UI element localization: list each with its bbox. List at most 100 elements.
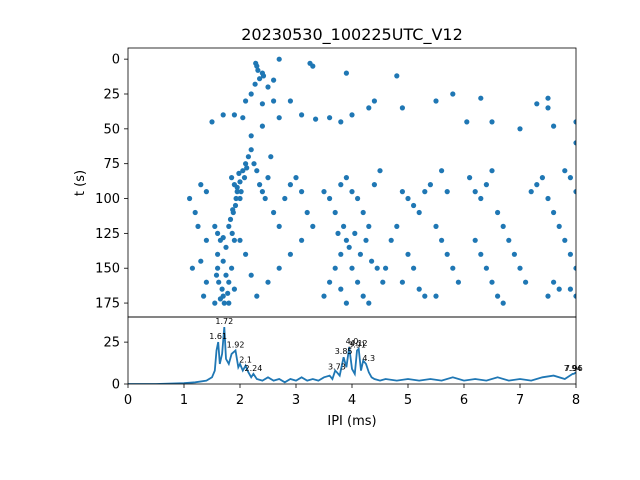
scatter-point — [226, 300, 232, 306]
scatter-point — [254, 293, 260, 299]
scatter-point — [335, 230, 341, 236]
scatter-point — [221, 300, 227, 306]
scatter-point — [241, 175, 248, 181]
scatter-point — [265, 84, 271, 90]
scatter-point — [231, 286, 237, 292]
scatter-point — [276, 115, 282, 121]
scatter-point — [422, 293, 428, 299]
ipi-histogram-panel: 1.72 1.611.92 2.12.24 3.73 3.854.03.914.12 4.… — [103, 316, 583, 408]
x-tick-label: 0 — [124, 393, 132, 408]
x-tick-label: 6 — [460, 393, 468, 408]
scatter-point — [573, 265, 576, 271]
scatter-point — [209, 119, 215, 125]
scatter-point — [192, 209, 198, 216]
peak-annotation: 3.85 — [335, 347, 353, 356]
scatter-point — [215, 230, 221, 236]
scatter-point — [271, 77, 277, 83]
scatter-point — [349, 265, 355, 271]
scatter-point — [343, 70, 349, 76]
scatter-point — [567, 175, 574, 181]
scatter-point — [478, 95, 484, 101]
scatter-point — [450, 265, 456, 271]
scatter-point — [332, 265, 338, 271]
scatter-point — [223, 272, 229, 278]
scatter-point — [399, 189, 405, 195]
scatter-point — [500, 223, 506, 229]
peak-annotation: 1.72 — [215, 317, 233, 326]
scatter-point — [255, 67, 261, 73]
scatter-point — [215, 251, 221, 257]
scatter-point — [343, 300, 349, 306]
scatter-point — [411, 265, 417, 271]
peak-annotation: 7.96 — [565, 364, 583, 373]
scatter-point — [237, 237, 243, 243]
scatter-point — [394, 223, 400, 229]
scatter-point — [332, 209, 338, 216]
scatter-point — [195, 223, 201, 229]
scatter-point — [551, 209, 557, 216]
scatter-point — [216, 279, 222, 285]
scatter-point — [259, 101, 265, 107]
scatter-point — [433, 98, 439, 104]
scatter-point — [346, 244, 352, 250]
scatter-point — [234, 189, 240, 195]
peak-annotation: 3.91 — [348, 341, 366, 350]
peak-annotation: 4.12 — [350, 339, 368, 348]
ipi-line — [128, 327, 576, 384]
scatter-point — [321, 189, 327, 195]
scatter-point — [219, 286, 225, 292]
scatter-point — [257, 182, 263, 188]
scatter-point — [371, 182, 377, 188]
scatter-point — [282, 195, 288, 202]
scatter-point — [287, 182, 293, 188]
scatter-point — [244, 165, 250, 171]
scatter-point — [464, 119, 470, 125]
scatter-point — [341, 223, 347, 229]
scatter-point — [212, 223, 218, 229]
scatter-point — [229, 230, 235, 236]
scatter-point — [517, 126, 523, 132]
y-tick-label: 75 — [103, 157, 120, 172]
scatter-point — [248, 133, 254, 139]
scatter-point — [220, 112, 226, 118]
scatter-point — [230, 207, 236, 213]
scatter-point — [217, 296, 223, 302]
scatter-point — [248, 147, 254, 153]
scatter-point — [189, 265, 195, 271]
scatter-point — [268, 154, 274, 160]
scatter-point — [251, 161, 257, 167]
scatter-point — [545, 195, 551, 202]
scatter-point — [380, 279, 386, 285]
scatter-point — [534, 101, 540, 107]
scatter-point — [551, 279, 557, 285]
scatter-point — [411, 202, 417, 209]
scatter-point — [271, 98, 277, 104]
scatter-point — [349, 189, 355, 195]
scatter-point — [310, 223, 316, 229]
scatter-point — [369, 258, 375, 264]
scatter-point — [388, 237, 394, 243]
scatter-point — [489, 168, 495, 174]
scatter-point — [240, 115, 246, 121]
scatter-point — [511, 251, 517, 257]
scatter-point — [366, 223, 372, 229]
scatter-point — [343, 175, 349, 181]
scatter-point — [363, 237, 369, 243]
scatter-point — [304, 209, 310, 216]
scatter-point — [236, 170, 242, 176]
scatter-point — [523, 279, 529, 285]
scatter-point — [276, 265, 282, 271]
scatter-point — [567, 251, 574, 257]
scatter-point — [327, 195, 333, 202]
y-tick-label: 0 — [112, 53, 120, 68]
scatter-point — [327, 279, 333, 285]
scatter-point — [229, 175, 235, 181]
scatter-point — [539, 175, 546, 181]
scatter-point — [338, 182, 344, 188]
scatter-points — [187, 56, 576, 306]
peak-annotation: 1.92 — [227, 341, 245, 350]
scatter-point — [276, 223, 282, 229]
scatter-point — [243, 98, 249, 104]
scatter-point — [338, 286, 344, 292]
scatter-point — [383, 265, 389, 271]
